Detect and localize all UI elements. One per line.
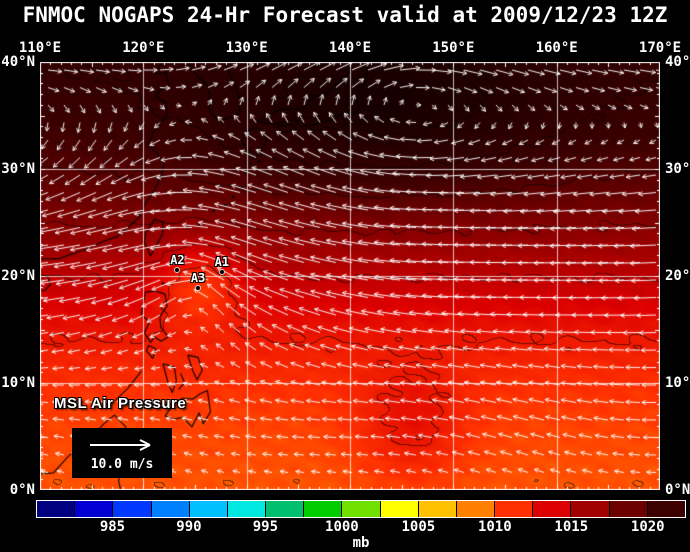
lat-label-right: 30°N	[665, 161, 690, 177]
colorbar-tick-label: 985	[99, 519, 126, 535]
lat-label-left: 10°N	[1, 375, 35, 391]
storm-label: A2	[170, 252, 185, 267]
colorbar-cell	[342, 501, 381, 517]
lon-label: 130°E	[225, 40, 268, 56]
lat-label-right: 0°N	[665, 482, 690, 498]
lat-label-right: 20°N	[665, 268, 690, 284]
lat-label-right: 10°N	[665, 375, 690, 391]
colorbar-tick-label: 1015	[554, 519, 589, 535]
lon-label: 120°E	[122, 40, 165, 56]
colorbar-cell	[456, 501, 496, 517]
colorbar-cell	[495, 501, 534, 517]
colorbar-cell	[533, 501, 572, 517]
lat-label-left: 20°N	[1, 268, 35, 284]
colorbar-tick-label: 1010	[477, 519, 512, 535]
colorbar-cell	[609, 501, 648, 517]
colorbar-unit: mb	[352, 535, 370, 551]
colorbar-cell	[647, 501, 685, 517]
storm-marker	[195, 284, 202, 291]
colorbar-cell	[304, 501, 343, 517]
lat-label-left: 0°N	[9, 482, 35, 498]
lon-label: 140°E	[328, 40, 372, 56]
wind-legend-label: 10.0 m/s	[90, 457, 154, 472]
lat-label-left: 30°N	[1, 161, 35, 177]
field-label: MSL Air Pressure	[54, 395, 187, 412]
colorbar-cell	[189, 501, 228, 517]
colorbar-cell	[113, 501, 152, 517]
colorbar-tick-label: 995	[252, 519, 279, 535]
colorbar-cell	[418, 501, 457, 517]
colorbar-cell	[266, 501, 305, 517]
colorbar-cell	[380, 501, 419, 517]
lon-label: 170°E	[638, 40, 682, 56]
wind-speed-legend: 10.0 m/s	[72, 428, 172, 478]
pressure-wind-map-canvas	[40, 62, 660, 490]
colorbar-tick-label: 1000	[325, 519, 359, 535]
storm-marker	[174, 266, 181, 273]
colorbar-cell	[151, 501, 190, 517]
colorbar-tick-label: 1020	[630, 519, 665, 535]
lon-label: 160°E	[535, 40, 578, 56]
colorbar-cell	[75, 501, 114, 517]
colorbar	[36, 500, 686, 518]
page-title: FNMOC NOGAPS 24-Hr Forecast valid at 200…	[22, 3, 668, 27]
colorbar-tick-label: 1005	[401, 519, 436, 535]
lon-label: 110°E	[18, 40, 62, 56]
colorbar-cell	[571, 501, 610, 517]
lat-label-right: 40°N	[665, 54, 690, 70]
storm-marker	[218, 268, 225, 275]
lon-label: 150°E	[432, 40, 475, 56]
storm-label: A3	[190, 270, 206, 285]
lat-label-left: 40°N	[1, 54, 35, 70]
colorbar-cell	[227, 501, 267, 517]
map-plot: A2 A1 A3 MSL Air Pressure 10.0 m/s	[40, 62, 660, 490]
storm-label: A1	[214, 254, 230, 269]
colorbar-tick-label: 990	[176, 519, 202, 535]
colorbar-cell	[37, 501, 76, 517]
wind-legend-arrow-icon	[90, 439, 151, 451]
